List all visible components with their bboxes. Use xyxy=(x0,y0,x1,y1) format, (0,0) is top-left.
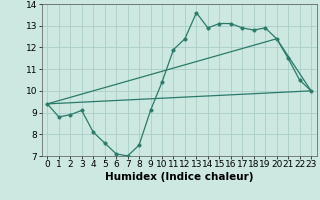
X-axis label: Humidex (Indice chaleur): Humidex (Indice chaleur) xyxy=(105,172,253,182)
